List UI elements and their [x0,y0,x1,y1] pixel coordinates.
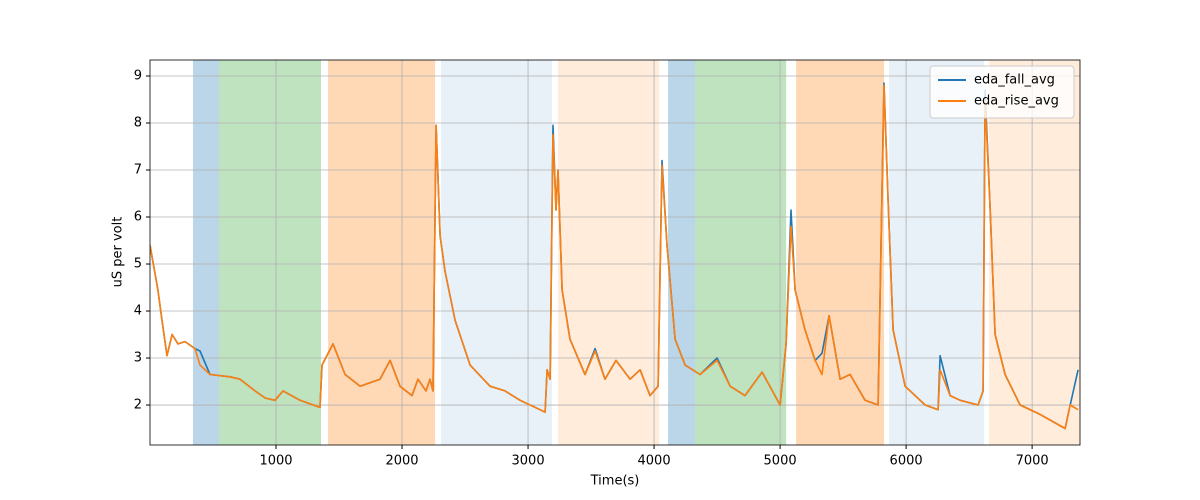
shaded-span [192,60,220,445]
y-tick-label: 5 [134,257,142,272]
y-tick-label: 4 [134,304,142,319]
shaded-span [695,60,787,445]
shaded-span [889,60,985,445]
x-tick-label: 6000 [890,454,923,469]
y-tick-label: 9 [134,68,142,83]
y-tick-label: 7 [134,163,142,178]
y-tick-label: 3 [134,351,142,366]
y-axis-label: uS per volt [111,217,126,288]
shaded-span [668,60,696,445]
legend-label: eda_rise_avg [974,94,1059,109]
x-tick-label: 1000 [259,454,292,469]
plot-frame [149,59,1081,446]
y-tick-label: 2 [134,398,142,413]
shaded-span [558,60,660,445]
y-tick-label: 8 [134,115,142,130]
shaded-span [989,60,1080,445]
legend-label: eda_fall_avg [974,73,1055,88]
x-axis-label: Time(s) [590,474,640,489]
x-tick-label: 7000 [1016,454,1049,469]
shaded-span [796,60,885,445]
x-tick-label: 4000 [638,454,671,469]
series-line [150,84,1079,430]
x-tick-label: 2000 [385,454,418,469]
shaded-span [328,60,436,445]
x-tick-label: 5000 [764,454,797,469]
y-tick-label: 6 [134,210,142,225]
shaded-span [441,60,552,445]
x-tick-label: 3000 [512,454,545,469]
shaded-span [219,60,322,445]
